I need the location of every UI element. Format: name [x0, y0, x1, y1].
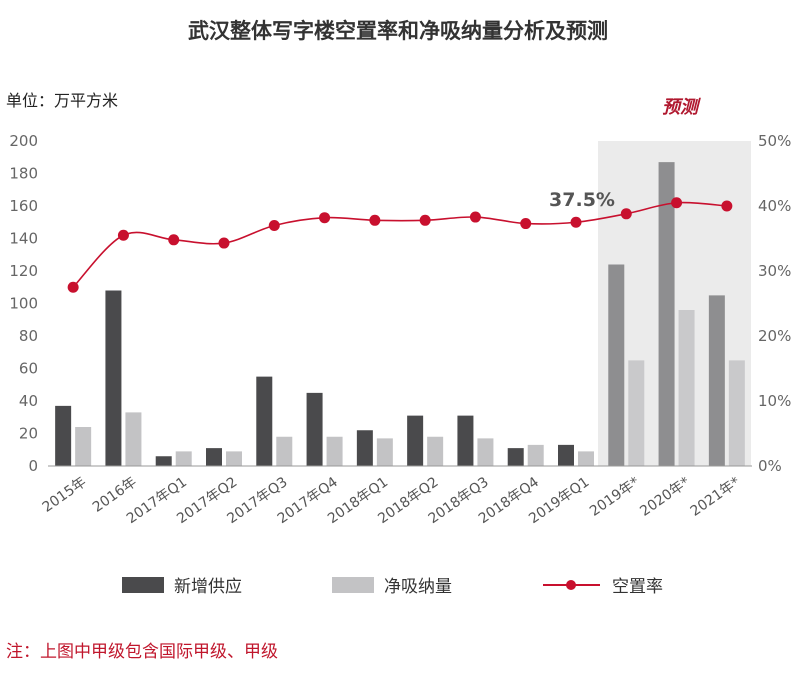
footnote: 注：上图中甲级包含国际甲级、甲级 — [6, 642, 278, 662]
vacancy-point — [671, 197, 683, 209]
vacancy-point — [319, 212, 331, 224]
left-tick-label: 180 — [9, 165, 38, 183]
vacancy-point — [168, 234, 180, 246]
bar-net-absorption — [527, 444, 544, 466]
vacancy-point — [67, 281, 79, 293]
vacancy-point — [218, 237, 230, 249]
vacancy-annotation: 37.5% — [549, 189, 615, 211]
legend-label-supply: 新增供应 — [174, 577, 242, 597]
bar-new-supply — [658, 162, 675, 466]
vacancy-point — [570, 216, 582, 228]
left-axis: 0 20 40 60 80 100 120 140 160 180 200 — [9, 132, 38, 475]
right-tick-label: 20% — [758, 327, 791, 345]
right-tick-label: 40% — [758, 197, 791, 215]
legend-label-absorption: 净吸纳量 — [384, 577, 452, 597]
bar-net-absorption — [628, 360, 645, 466]
vacancy-point — [117, 229, 129, 241]
bar-new-supply — [608, 264, 625, 466]
left-tick-label: 20 — [19, 425, 38, 443]
bar-new-supply — [256, 376, 273, 466]
left-tick-label: 160 — [9, 197, 38, 215]
bar-net-absorption — [276, 436, 293, 466]
right-tick-label: 0% — [758, 457, 782, 475]
left-tick-label: 80 — [19, 327, 38, 345]
right-tick-label: 30% — [758, 262, 791, 280]
bar-new-supply — [55, 405, 72, 466]
bar-new-supply — [558, 444, 574, 466]
vacancy-point — [469, 211, 481, 223]
left-tick-label: 100 — [9, 295, 38, 313]
bar-new-supply — [306, 392, 323, 466]
x-tick-label: 2020年* — [637, 474, 693, 520]
bar-net-absorption — [125, 412, 142, 466]
unit-label: 单位：万平方米 — [6, 91, 118, 110]
left-tick-label: 0 — [28, 457, 38, 475]
bar-new-supply — [105, 290, 122, 466]
legend-dot-vacancy — [566, 580, 576, 590]
legend-swatch-absorption — [332, 577, 374, 593]
vacancy-point — [369, 214, 381, 226]
bar-net-absorption — [175, 451, 192, 466]
vacancy-point — [268, 220, 280, 231]
x-axis: 2015年 2016年2017年Q12017年Q22017年Q32017年Q420… — [40, 474, 744, 527]
left-tick-label: 60 — [19, 360, 38, 378]
vacancy-point — [419, 214, 431, 226]
left-tick-label: 140 — [9, 230, 38, 248]
x-tick-label: 2015年 — [40, 474, 90, 516]
bar-net-absorption — [75, 427, 92, 466]
legend-swatch-supply — [122, 577, 164, 593]
forecast-label: 预测 — [662, 97, 701, 118]
vacancy-point — [520, 218, 532, 230]
legend: 新增供应 净吸纳量 空置率 — [122, 577, 663, 597]
bar-net-absorption — [678, 310, 695, 466]
bar-new-supply — [155, 456, 172, 466]
bar-series — [55, 162, 745, 466]
legend-label-vacancy: 空置率 — [612, 577, 663, 597]
bar-net-absorption — [728, 360, 745, 466]
left-tick-label: 200 — [9, 132, 38, 150]
bar-new-supply — [206, 448, 222, 466]
x-tick-label: 2021年* — [688, 474, 744, 520]
bar-new-supply — [407, 415, 424, 466]
bar-new-supply — [708, 295, 725, 466]
bar-net-absorption — [477, 438, 494, 466]
right-axis: 0% 10% 20% 30% 40% 50% — [758, 132, 791, 475]
bar-net-absorption — [226, 451, 242, 466]
bar-net-absorption — [578, 451, 594, 466]
chart-title: 武汉整体写字楼空置率和净吸纳量分析及预测 — [188, 19, 608, 43]
vacancy-point — [620, 208, 632, 220]
bar-net-absorption — [376, 438, 393, 466]
bar-net-absorption — [326, 436, 343, 466]
vacancy-line — [67, 197, 733, 293]
left-tick-label: 40 — [19, 392, 38, 410]
left-tick-label: 120 — [9, 262, 38, 280]
right-tick-label: 50% — [758, 132, 791, 150]
bar-new-supply — [356, 430, 373, 466]
bar-new-supply — [507, 448, 524, 466]
right-tick-label: 10% — [758, 392, 791, 410]
bar-net-absorption — [427, 436, 444, 466]
vacancy-point — [721, 200, 733, 212]
x-tick-label: 2019年* — [587, 474, 643, 520]
bar-new-supply — [457, 415, 474, 466]
